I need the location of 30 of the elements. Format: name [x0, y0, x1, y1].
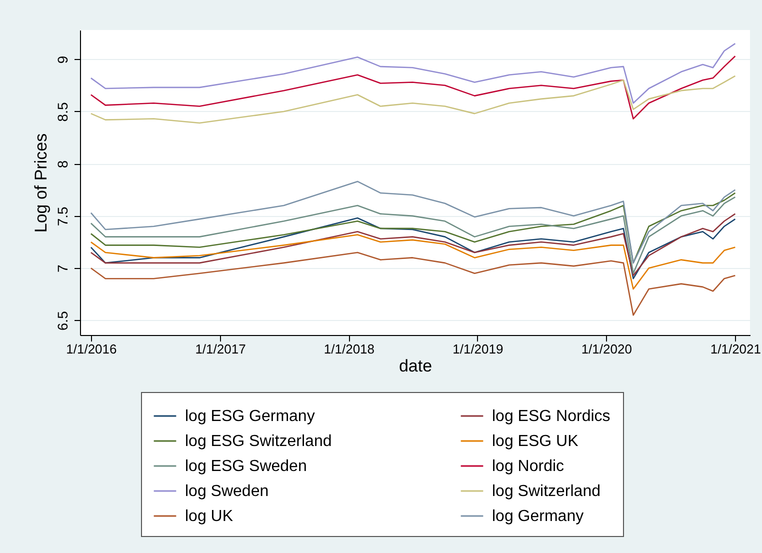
legend-label: log Sweden — [185, 483, 269, 500]
x-tick-label: 1/1/2017 — [195, 342, 246, 356]
legend-label: log UK — [185, 508, 234, 525]
x-tick-label: 1/1/2019 — [452, 342, 504, 356]
legend-label: log ESG Germany — [185, 408, 315, 425]
line-series — [90, 234, 736, 290]
line-series — [90, 252, 736, 316]
legend-label: log ESG UK — [492, 433, 579, 450]
x-tick-label: 1/1/2021 — [710, 342, 761, 356]
y-tick-label: 9 — [54, 56, 70, 64]
x-tick-label: 1/1/2018 — [324, 342, 375, 356]
line-series — [90, 196, 736, 274]
y-tick-label: 7 — [54, 264, 70, 273]
legend-label: log ESG Sweden — [185, 458, 307, 475]
y-tick-label: 6.5 — [54, 310, 70, 331]
legend-label: log ESG Nordics — [492, 408, 610, 425]
x-tick-label: 1/1/2020 — [581, 342, 632, 356]
y-tick-label: 7.5 — [54, 206, 70, 226]
legend-label: log Germany — [492, 508, 584, 525]
line-series — [90, 42, 736, 104]
y-axis-title: Log of Prices — [32, 133, 50, 233]
y-tick-label: 8.5 — [54, 102, 70, 122]
legend-label: log Nordic — [492, 458, 564, 475]
line-series — [90, 55, 736, 120]
x-tick-label: 1/1/2016 — [66, 342, 117, 356]
x-axis-title: date — [398, 356, 432, 376]
y-tick-label: 8 — [54, 160, 70, 168]
legend-label: log Switzerland — [492, 483, 600, 500]
line-series — [90, 75, 736, 124]
legend-label: log ESG Switzerland — [185, 433, 332, 450]
